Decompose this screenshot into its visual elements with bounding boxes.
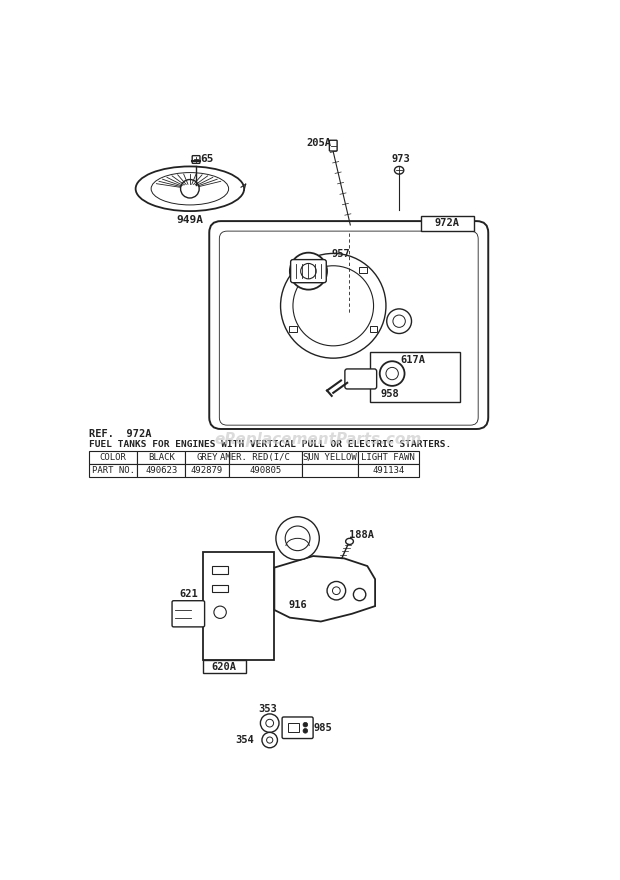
Text: SUN YELLOW: SUN YELLOW [303,453,357,462]
Circle shape [266,719,273,727]
Bar [203,553,275,660]
Circle shape [180,180,199,198]
Text: 958: 958 [381,389,399,400]
Text: 491134: 491134 [372,466,404,475]
FancyBboxPatch shape [345,369,377,389]
Bar [137,451,185,464]
Bar [303,464,358,477]
Bar [137,464,185,477]
Circle shape [301,263,316,279]
Text: 354: 354 [236,735,254,745]
Text: 949A: 949A [176,215,203,224]
Text: 490805: 490805 [249,466,281,475]
Circle shape [303,729,308,733]
Text: 188A: 188A [350,531,374,540]
Circle shape [290,253,327,290]
Bar [294,273,301,279]
Circle shape [260,714,279,732]
Ellipse shape [346,539,353,545]
Ellipse shape [394,166,404,174]
Bar [303,451,358,464]
Circle shape [386,368,399,380]
Text: eReplacementParts.com: eReplacementParts.com [214,431,422,446]
Bar [371,352,459,402]
Bar [370,326,378,332]
Bar [358,451,418,464]
Bar [89,451,137,464]
Bar [288,723,299,732]
Bar [421,216,474,231]
Circle shape [285,526,310,551]
Circle shape [276,517,319,560]
Polygon shape [275,556,375,621]
Text: GREY: GREY [196,453,218,462]
FancyBboxPatch shape [192,156,200,164]
Text: COLOR: COLOR [100,453,126,462]
Circle shape [393,315,405,327]
Ellipse shape [151,172,229,205]
FancyBboxPatch shape [329,140,337,151]
FancyBboxPatch shape [282,717,313,738]
Bar [89,464,137,477]
Bar [185,451,229,464]
Circle shape [327,582,346,600]
Text: 916: 916 [288,599,307,610]
FancyBboxPatch shape [291,260,326,282]
Text: 617A: 617A [401,355,425,364]
FancyBboxPatch shape [172,601,205,627]
Circle shape [293,266,373,346]
Circle shape [214,606,226,619]
Bar [185,464,229,477]
Text: LIGHT FAWN: LIGHT FAWN [361,453,415,462]
Bar [203,660,246,673]
Text: 353: 353 [259,704,278,715]
Text: FUEL TANKS FOR ENGINES WITH VERTICAL PULL OR ELECTRIC STARTERS.: FUEL TANKS FOR ENGINES WITH VERTICAL PUL… [89,440,451,449]
Text: REF.  972A: REF. 972A [89,429,152,438]
Text: 620A: 620A [211,662,236,671]
Text: 205A: 205A [307,137,332,148]
Text: 65: 65 [200,155,214,165]
Circle shape [262,732,278,748]
Text: PART NO.: PART NO. [92,466,135,475]
Ellipse shape [136,166,244,211]
Circle shape [267,737,273,743]
Circle shape [332,587,340,595]
Text: 973: 973 [391,155,410,165]
Text: 985: 985 [313,722,332,733]
FancyBboxPatch shape [210,221,489,429]
Bar [229,464,303,477]
Bar [212,566,228,574]
Circle shape [387,309,412,334]
Text: 492879: 492879 [191,466,223,475]
FancyBboxPatch shape [219,231,478,425]
Circle shape [379,361,404,385]
Bar [212,584,228,592]
Text: 957: 957 [332,249,350,260]
Text: 621: 621 [180,589,198,598]
Text: AMER. RED(I/C   ): AMER. RED(I/C ) [219,453,311,462]
Text: 972A: 972A [435,218,459,229]
Bar [359,268,367,274]
Bar [289,326,297,332]
Text: 490623: 490623 [145,466,177,475]
Bar [358,464,418,477]
Bar [229,451,303,464]
Circle shape [353,589,366,601]
Circle shape [303,722,308,727]
Circle shape [280,253,386,358]
Text: BLACK: BLACK [148,453,175,462]
